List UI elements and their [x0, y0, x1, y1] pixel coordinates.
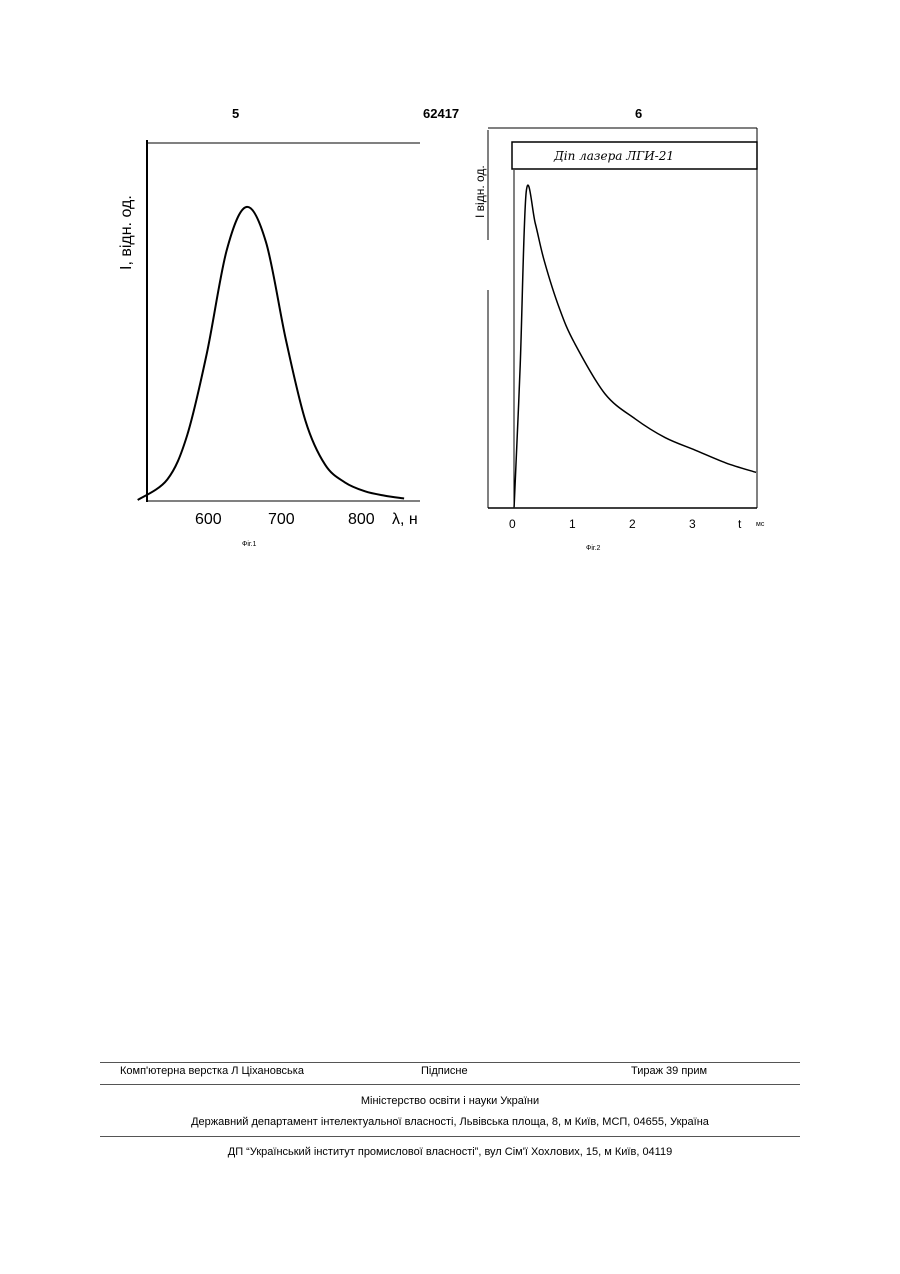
figures-area: I, відн. од. 600 700 800 λ, н Фіг.1 Діп … [0, 0, 900, 600]
footer-rule-middle [100, 1084, 800, 1085]
footer-ministry-row: Міністерство освіти і науки України [100, 1095, 800, 1111]
fig2-tick-0: 0 [509, 517, 516, 531]
figure-1: I, відн. од. 600 700 800 λ, н Фіг.1 [118, 140, 420, 548]
fig2-tick-1: 1 [569, 517, 576, 531]
footer-institute: ДП “Український інститут промислової вла… [100, 1146, 800, 1158]
fig2-legend-text: Діп лазера ЛГИ-21 [553, 149, 674, 163]
fig2-tick-2: 2 [629, 517, 636, 531]
footer-institute-row: ДП “Український інститут промислової вла… [100, 1146, 800, 1162]
footer-typesetter: Комп'ютерна верстка Л Ціхановська [120, 1065, 304, 1077]
footer-rule-bottom [100, 1136, 800, 1137]
fig2-ylabel: I відн. од. [473, 165, 487, 218]
fig2-x-unit: мс [756, 521, 765, 528]
fig1-caption: Фіг.1 [242, 540, 257, 548]
footer-rule-top [100, 1062, 800, 1063]
fig1-ylabel: I, відн. од. [118, 195, 135, 270]
footer-imprint-row: Комп'ютерна верстка Л Ціхановська Підпис… [100, 1065, 800, 1081]
fig1-tick-800: 800 [348, 511, 375, 528]
fig2-tick-3: 3 [689, 517, 696, 531]
footer-department-row: Державний департамент інтелектуальної вл… [100, 1116, 800, 1132]
fig1-tick-700: 700 [268, 511, 295, 528]
footer-department: Державний департамент інтелектуальної вл… [100, 1116, 800, 1128]
footer-ministry: Міністерство освіти і науки України [100, 1095, 800, 1107]
fig1-tick-600: 600 [195, 511, 222, 528]
fig1-curve [138, 207, 404, 500]
fig2-xlabel: t [738, 517, 742, 531]
footer-circulation: Тираж 39 прим [631, 1065, 707, 1077]
footer-signed: Підписне [421, 1065, 468, 1077]
fig1-xlabel: λ, н [392, 511, 418, 528]
fig2-caption: Фіг.2 [586, 544, 601, 552]
fig2-curve [514, 185, 756, 507]
figure-2: Діп лазера ЛГИ-21 I відн. од. 0 1 2 3 t … [473, 128, 765, 552]
